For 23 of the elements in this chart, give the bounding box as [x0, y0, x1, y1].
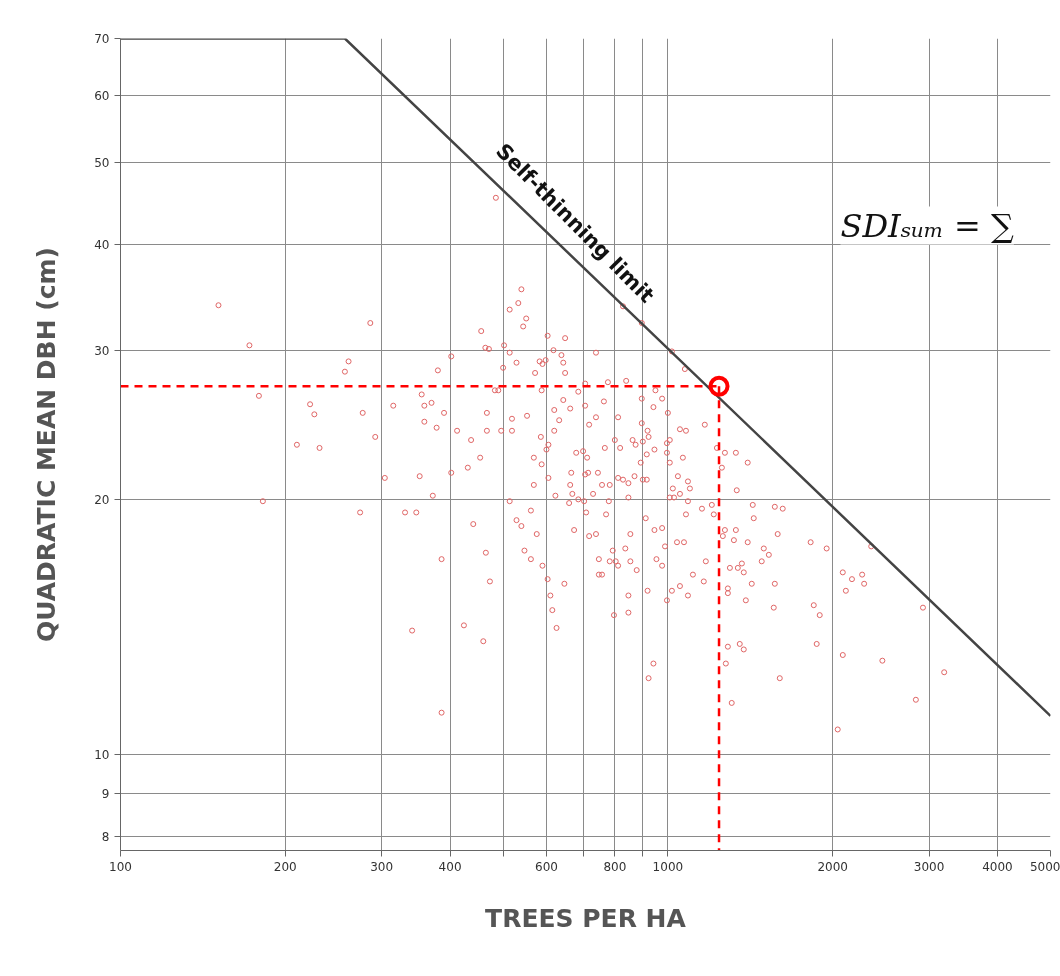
y-tick-label: 9	[101, 786, 110, 801]
x-tick-label: 100	[109, 859, 132, 874]
x-tick-label: 5000	[1029, 859, 1060, 874]
y-tick-label: 50	[94, 155, 110, 170]
y-tick-label: 10	[94, 747, 110, 762]
x-tick-label: 400	[438, 859, 462, 874]
y-tick-label: 30	[94, 343, 110, 358]
y-tick-label: 40	[94, 237, 110, 252]
x-tick-label: 4000	[982, 859, 1013, 874]
x-tick-label: 3000	[913, 859, 945, 874]
x-tick-label: 800	[603, 859, 627, 874]
x-tick-label: 2000	[817, 859, 848, 874]
annotation: SDIₛᵤₘ = ∑	[840, 206, 1015, 245]
x-tick-label: 200	[273, 859, 297, 874]
y-tick-label: 60	[94, 88, 110, 103]
y-tick-label: 70	[94, 32, 110, 46]
y-axis-title: QUADRATIC MEAN DBH (cm)	[32, 246, 62, 643]
y-tick-label: 8	[101, 829, 110, 844]
x-tick-label: 600	[535, 859, 558, 874]
x-tick-label: 1000	[652, 859, 684, 874]
y-tick-label: 20	[94, 492, 110, 507]
x-axis-title: TREES PER HA	[485, 903, 687, 933]
x-tick-label: 300	[370, 859, 394, 874]
